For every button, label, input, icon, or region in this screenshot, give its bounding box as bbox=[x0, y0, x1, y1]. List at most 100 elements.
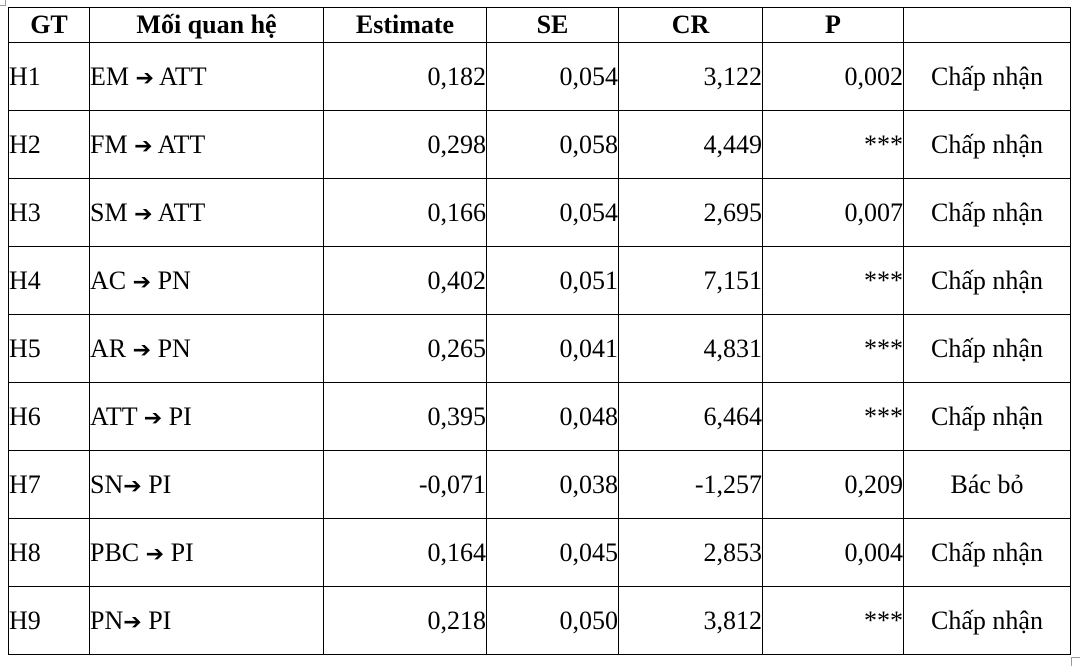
cell-p: 0,004 bbox=[762, 518, 904, 587]
cell-p: *** bbox=[762, 110, 904, 179]
cell-estimate: 0,182 bbox=[323, 42, 487, 111]
cell-decision: Chấp nhận bbox=[903, 382, 1071, 451]
cell-cr: 3,122 bbox=[618, 42, 763, 111]
relationship-from: PBC bbox=[90, 537, 140, 567]
cell-gt: H7 bbox=[8, 450, 90, 519]
cell-se: 0,038 bbox=[486, 450, 619, 519]
cell-cr: -1,257 bbox=[618, 450, 763, 519]
cell-relationship: AC ➔ PN bbox=[89, 246, 324, 315]
relationship-to: ATT bbox=[157, 129, 206, 159]
relationship-from: AC bbox=[90, 265, 127, 295]
cell-decision: Chấp nhận bbox=[903, 586, 1071, 655]
header-relationship: Mối quan hệ bbox=[89, 7, 324, 43]
cell-estimate: 0,164 bbox=[323, 518, 487, 587]
cell-cr: 4,831 bbox=[618, 314, 763, 383]
cell-relationship: SN➔ PI bbox=[89, 450, 324, 519]
cell-decision: Chấp nhận bbox=[903, 246, 1071, 315]
page-corner-mark bbox=[0, 0, 6, 6]
header-gt: GT bbox=[8, 7, 90, 43]
page-corner-mark-bottom-right bbox=[1071, 657, 1080, 666]
cell-estimate: 0,218 bbox=[323, 586, 487, 655]
cell-gt: H8 bbox=[8, 518, 90, 587]
cell-p: *** bbox=[762, 314, 904, 383]
table-row: H7 SN➔ PI -0,071 0,038 -1,257 0,209 Bác bỏ bbox=[8, 450, 1071, 519]
relationship-to: PN bbox=[157, 265, 191, 295]
cell-decision: Chấp nhận bbox=[903, 178, 1071, 247]
cell-relationship: ATT ➔ PI bbox=[89, 382, 324, 451]
table-row: H3 SM ➔ ATT 0,166 0,054 2,695 0,007 Chấp nhận bbox=[8, 178, 1071, 247]
cell-se: 0,048 bbox=[486, 382, 619, 451]
table-header-row: GT Mối quan hệ Estimate SE CR P bbox=[8, 7, 1071, 43]
header-estimate: Estimate bbox=[323, 7, 487, 43]
relationship-from: PN bbox=[90, 605, 124, 635]
cell-gt: H4 bbox=[8, 246, 90, 315]
arrow-right-icon: ➔ bbox=[143, 405, 163, 431]
cell-relationship: PN➔ PI bbox=[89, 586, 324, 655]
cell-decision: Chấp nhận bbox=[903, 314, 1071, 383]
cell-estimate: 0,298 bbox=[323, 110, 487, 179]
cell-se: 0,051 bbox=[486, 246, 619, 315]
table-row: H8 PBC ➔ PI 0,164 0,045 2,853 0,004 Chấp nhận bbox=[8, 518, 1071, 587]
table-row: H5 AR ➔ PN 0,265 0,041 4,831 *** Chấp nhận bbox=[8, 314, 1071, 383]
relationship-to: PN bbox=[157, 333, 191, 363]
cell-gt: H9 bbox=[8, 586, 90, 655]
relationship-from: SN bbox=[90, 469, 124, 499]
cell-decision: Chấp nhận bbox=[903, 42, 1071, 111]
arrow-right-icon: ➔ bbox=[123, 473, 142, 499]
cell-estimate: 0,395 bbox=[323, 382, 487, 451]
relationship-to: PI bbox=[170, 537, 194, 567]
cell-cr: 3,812 bbox=[618, 586, 763, 655]
table-row: H4 AC ➔ PN 0,402 0,051 7,151 *** Chấp nhận bbox=[8, 246, 1071, 315]
cell-p: *** bbox=[762, 246, 904, 315]
header-se: SE bbox=[486, 7, 619, 43]
cell-se: 0,054 bbox=[486, 178, 619, 247]
relationship-to: PI bbox=[148, 605, 172, 635]
cell-decision: Chấp nhận bbox=[903, 518, 1071, 587]
cell-gt: H1 bbox=[8, 42, 90, 111]
cell-se: 0,041 bbox=[486, 314, 619, 383]
header-decision bbox=[903, 7, 1071, 43]
arrow-right-icon: ➔ bbox=[134, 201, 153, 227]
cell-se: 0,050 bbox=[486, 586, 619, 655]
cell-gt: H3 bbox=[8, 178, 90, 247]
cell-cr: 2,853 bbox=[618, 518, 763, 587]
cell-estimate: 0,402 bbox=[323, 246, 487, 315]
cell-se: 0,058 bbox=[486, 110, 619, 179]
cell-cr: 6,464 bbox=[618, 382, 763, 451]
table-row: H2 FM ➔ ATT 0,298 0,058 4,449 *** Chấp nhận bbox=[8, 110, 1071, 179]
header-p: P bbox=[762, 7, 904, 43]
cell-relationship: EM ➔ ATT bbox=[89, 42, 324, 111]
relationship-from: FM bbox=[90, 129, 128, 159]
cell-estimate: 0,265 bbox=[323, 314, 487, 383]
relationship-to: PI bbox=[168, 401, 192, 431]
arrow-right-icon: ➔ bbox=[145, 541, 165, 567]
cell-cr: 7,151 bbox=[618, 246, 763, 315]
cell-estimate: -0,071 bbox=[323, 450, 487, 519]
relationship-to: PI bbox=[148, 469, 172, 499]
arrow-right-icon: ➔ bbox=[132, 269, 152, 295]
relationship-from: AR bbox=[90, 333, 127, 363]
cell-relationship: FM ➔ ATT bbox=[89, 110, 324, 179]
arrow-right-icon: ➔ bbox=[135, 65, 154, 91]
relationship-from: ATT bbox=[90, 401, 138, 431]
cell-p: 0,002 bbox=[762, 42, 904, 111]
cell-se: 0,045 bbox=[486, 518, 619, 587]
cell-relationship: SM ➔ ATT bbox=[89, 178, 324, 247]
header-cr: CR bbox=[618, 7, 763, 43]
relationship-from: EM bbox=[90, 61, 130, 91]
cell-se: 0,054 bbox=[486, 42, 619, 111]
cell-gt: H2 bbox=[8, 110, 90, 179]
arrow-right-icon: ➔ bbox=[132, 337, 152, 363]
cell-decision: Bác bỏ bbox=[903, 450, 1071, 519]
table-row: H1 EM ➔ ATT 0,182 0,054 3,122 0,002 Chấp nhận bbox=[8, 42, 1071, 111]
cell-p: 0,007 bbox=[762, 178, 904, 247]
cell-relationship: AR ➔ PN bbox=[89, 314, 324, 383]
cell-decision: Chấp nhận bbox=[903, 110, 1071, 179]
table-row: H6 ATT ➔ PI 0,395 0,048 6,464 *** Chấp nhận bbox=[8, 382, 1071, 451]
cell-gt: H6 bbox=[8, 382, 90, 451]
relationship-to: ATT bbox=[157, 197, 206, 227]
cell-p: 0,209 bbox=[762, 450, 904, 519]
cell-p: *** bbox=[762, 586, 904, 655]
arrow-right-icon: ➔ bbox=[123, 609, 142, 635]
cell-estimate: 0,166 bbox=[323, 178, 487, 247]
